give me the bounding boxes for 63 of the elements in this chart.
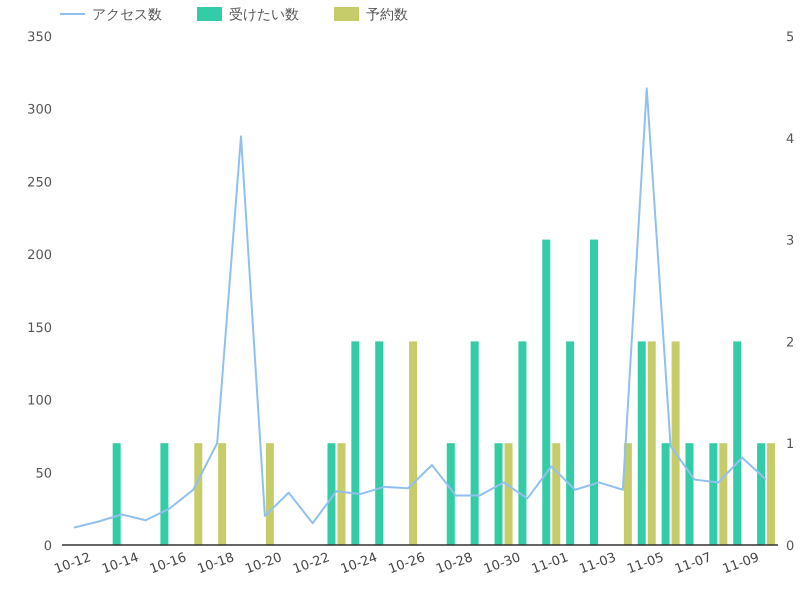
y2-tick-label: 5 (786, 30, 794, 45)
bar (648, 341, 656, 545)
legend-label: アクセス数 (92, 7, 162, 23)
y-tick-label: 300 (27, 102, 52, 118)
bar (566, 341, 574, 545)
y2-tick-label: 4 (786, 132, 794, 147)
bar (542, 240, 550, 545)
y-tick-label: 100 (27, 394, 52, 409)
x-tick-label: 11-01 (530, 550, 570, 578)
bar (375, 341, 384, 545)
bar (767, 443, 776, 545)
y-tick-label: 150 (27, 320, 52, 336)
x-tick-label: 10-26 (386, 550, 428, 578)
y-tick-label: 0 (44, 539, 52, 554)
bar (719, 443, 728, 545)
bar (112, 443, 121, 545)
bar (266, 443, 274, 545)
y2-tick-label: 1 (786, 437, 794, 452)
bar (504, 443, 513, 545)
y-tick-label: 250 (27, 175, 52, 190)
bar (470, 341, 479, 545)
bar (685, 443, 694, 545)
y2-tick-label: 0 (786, 539, 794, 554)
bar (638, 341, 646, 545)
y2-tick-label: 2 (786, 335, 794, 350)
bar (327, 443, 336, 545)
x-tick-label: 11-05 (625, 550, 666, 578)
y-tick-label: 350 (27, 30, 52, 45)
bar (218, 443, 226, 545)
x-tick-label: 10-20 (243, 550, 284, 578)
bar (518, 341, 526, 545)
x-tick-label: 10-22 (291, 550, 332, 578)
x-tick-label: 11-07 (672, 550, 714, 578)
bar (160, 443, 168, 545)
legend-label: 受けたい数 (229, 7, 299, 23)
legend-label: 予約数 (366, 7, 408, 23)
bar (552, 443, 560, 545)
x-tick-label: 10-18 (196, 550, 236, 578)
bar (337, 443, 346, 545)
y-tick-label: 50 (35, 466, 52, 482)
bar (590, 240, 598, 545)
x-tick-label: 10-30 (482, 550, 523, 578)
bar (757, 443, 766, 545)
bar (446, 443, 455, 545)
x-tick-label: 10-28 (434, 550, 475, 578)
y2-tick-label: 3 (786, 234, 794, 249)
bar (733, 341, 742, 545)
x-tick-label: 10-24 (338, 550, 380, 578)
bar (662, 443, 670, 545)
y-tick-label: 200 (27, 248, 52, 264)
bar (494, 443, 503, 545)
bar (409, 341, 418, 545)
bar (709, 443, 718, 545)
bar (672, 341, 680, 545)
line-series (72, 87, 768, 529)
x-tick-label: 11-03 (577, 550, 618, 578)
bar (624, 443, 632, 545)
x-tick-label: 10-16 (148, 550, 189, 578)
x-tick-label: 10-14 (100, 550, 141, 578)
x-tick-label: 11-09 (720, 550, 762, 578)
bar (351, 341, 360, 545)
x-tick-label: 10-12 (52, 550, 94, 578)
bar (194, 443, 202, 545)
